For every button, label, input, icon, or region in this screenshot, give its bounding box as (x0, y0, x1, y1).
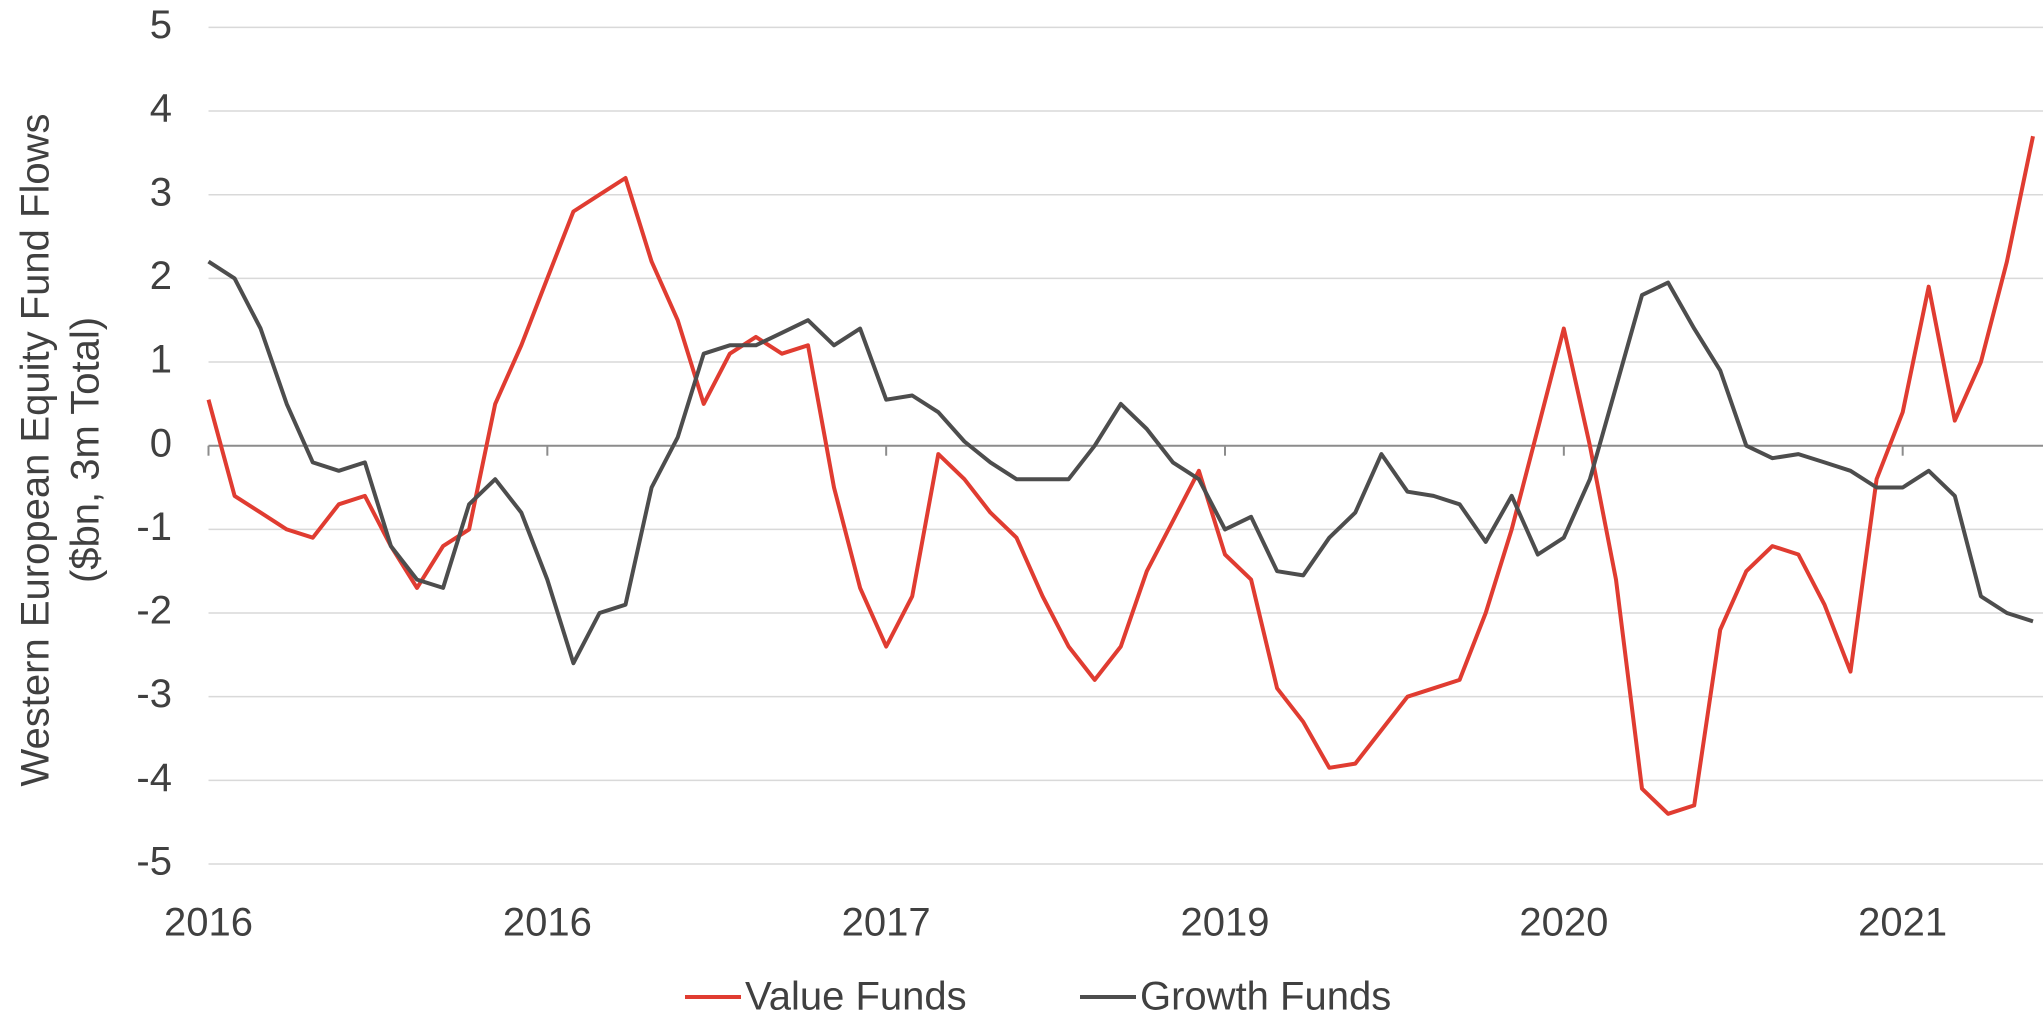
y-tick-label: 3 (150, 170, 172, 214)
y-tick-label: -5 (136, 840, 172, 884)
y-tick-label: 0 (150, 421, 172, 465)
x-tick-label: 2019 (1181, 901, 1270, 945)
y-axis-label: Western European Equity Fund Flows (14, 114, 58, 787)
x-tick-label: 2020 (1519, 901, 1608, 945)
legend-label: Growth Funds (1140, 975, 1391, 1019)
y-tick-label: 2 (150, 254, 172, 298)
x-tick-label: 2016 (503, 901, 592, 945)
x-tick-label: 2016 (164, 901, 253, 945)
x-tick-label: 2021 (1858, 901, 1947, 945)
y-tick-label: -3 (136, 672, 172, 716)
y-tick-label: 1 (150, 338, 172, 382)
y-tick-label: -2 (136, 589, 172, 633)
y-tick-label: -4 (136, 756, 172, 800)
y-tick-label: 4 (150, 87, 172, 131)
y-axis-label: ($bn, 3m Total) (64, 317, 108, 583)
series-line (207, 259, 2034, 666)
y-tick-label: -1 (136, 505, 172, 549)
y-tick-label: 5 (150, 3, 172, 47)
series-line (206, 135, 2035, 816)
legend-label: Value Funds (745, 975, 967, 1019)
x-tick-label: 2017 (842, 901, 931, 945)
